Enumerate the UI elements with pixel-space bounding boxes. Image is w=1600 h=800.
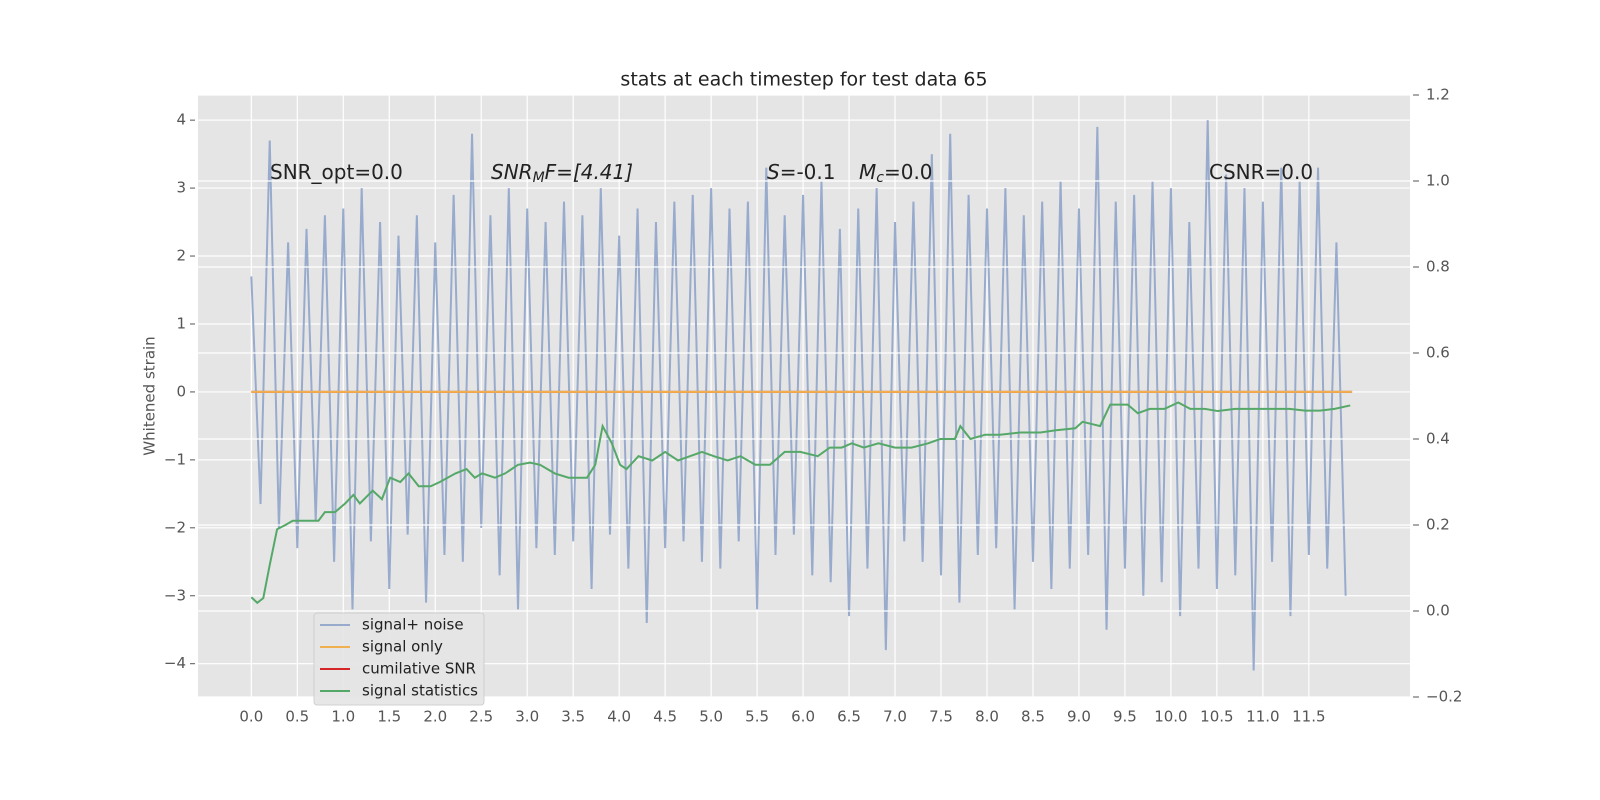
y-tick-label: 3 [176,179,186,197]
x-tick-label: 1.5 [377,708,401,726]
x-tick-label: 3.5 [561,708,585,726]
y2-tick-label: 0.8 [1426,258,1450,276]
legend-label: signal+ noise [362,616,464,634]
series-line [250,401,1351,605]
x-tick-label: 11.0 [1246,708,1279,726]
x-tick-label: 6.0 [791,708,815,726]
y-axis-label: Whitened strain [141,336,159,455]
annotation-part: SNR_opt=0.0 [270,160,403,184]
y-tick-label: 0 [176,382,186,400]
x-tick-label: 10.0 [1154,708,1187,726]
x-tick-label: 0.5 [285,708,309,726]
x-tick-label: 8.0 [975,708,999,726]
y-tick-label: 1 [176,314,186,332]
x-tick-label: 7.0 [883,708,907,726]
y2-tick-label: 1.0 [1426,172,1450,190]
y-tick-label: 4 [176,111,186,129]
annotation-part: M [859,160,876,184]
annotation-part: SNR [491,160,533,184]
x-tick-label: 3.0 [515,708,539,726]
y2-tick-label: 0.0 [1426,602,1450,620]
x-tick-label: 10.5 [1200,708,1233,726]
y-tick-label: −4 [164,654,186,672]
annotation-part: c [876,170,884,186]
plot-background [198,95,1410,697]
x-tick-label: 5.5 [745,708,769,726]
y2-tick-label: −0.2 [1426,688,1462,706]
annotation-part: M [533,170,545,186]
y-tick-label: 2 [176,247,186,265]
annotation: SNRMF=[4.41] [491,160,633,187]
x-tick-label: 1.0 [331,708,355,726]
annotation-part: CSNR=0.0 [1209,160,1313,184]
x-tick-label: 11.5 [1292,708,1325,726]
annotation-part: S [767,160,780,184]
x-tick-label: 0.0 [239,708,263,726]
x-tick-label: 5.0 [699,708,723,726]
y-tick-label: −2 [164,518,186,536]
annotation-part: =-0.1 [780,160,836,184]
annotation: Mc=0.0 [859,160,933,187]
annotation-part: =0.0 [884,160,933,184]
x-tick-label: 4.0 [607,708,631,726]
y2-tick-label: 0.6 [1426,344,1450,362]
annotation: CSNR=0.0 [1209,160,1313,184]
x-tick-label: 2.0 [423,708,447,726]
y-tick-label: −3 [164,586,186,604]
x-tick-label: 9.5 [1113,708,1137,726]
annotation: SNR_opt=0.0 [270,160,403,184]
x-tick-label: 8.5 [1021,708,1045,726]
legend-label: cumilative SNR [362,660,476,678]
x-tick-label: 6.5 [837,708,861,726]
legend-box [313,612,485,706]
y2-tick-label: 1.2 [1426,86,1450,104]
y2-tick-label: 0.4 [1426,430,1450,448]
x-tick-label: 7.5 [929,708,953,726]
x-tick-label: 4.5 [653,708,677,726]
legend-label: signal only [362,638,443,656]
y-tick-label: −1 [164,450,186,468]
chart-title: stats at each timestep for test data 65 [620,69,987,91]
annotation-part: F=[4.41] [545,160,633,184]
legend-label: signal statistics [362,682,478,700]
annotation: S=-0.1 [767,160,835,184]
x-tick-label: 9.0 [1067,708,1091,726]
series-line [250,120,1347,671]
y2-tick-label: 0.2 [1426,516,1450,534]
x-tick-label: 2.5 [469,708,493,726]
